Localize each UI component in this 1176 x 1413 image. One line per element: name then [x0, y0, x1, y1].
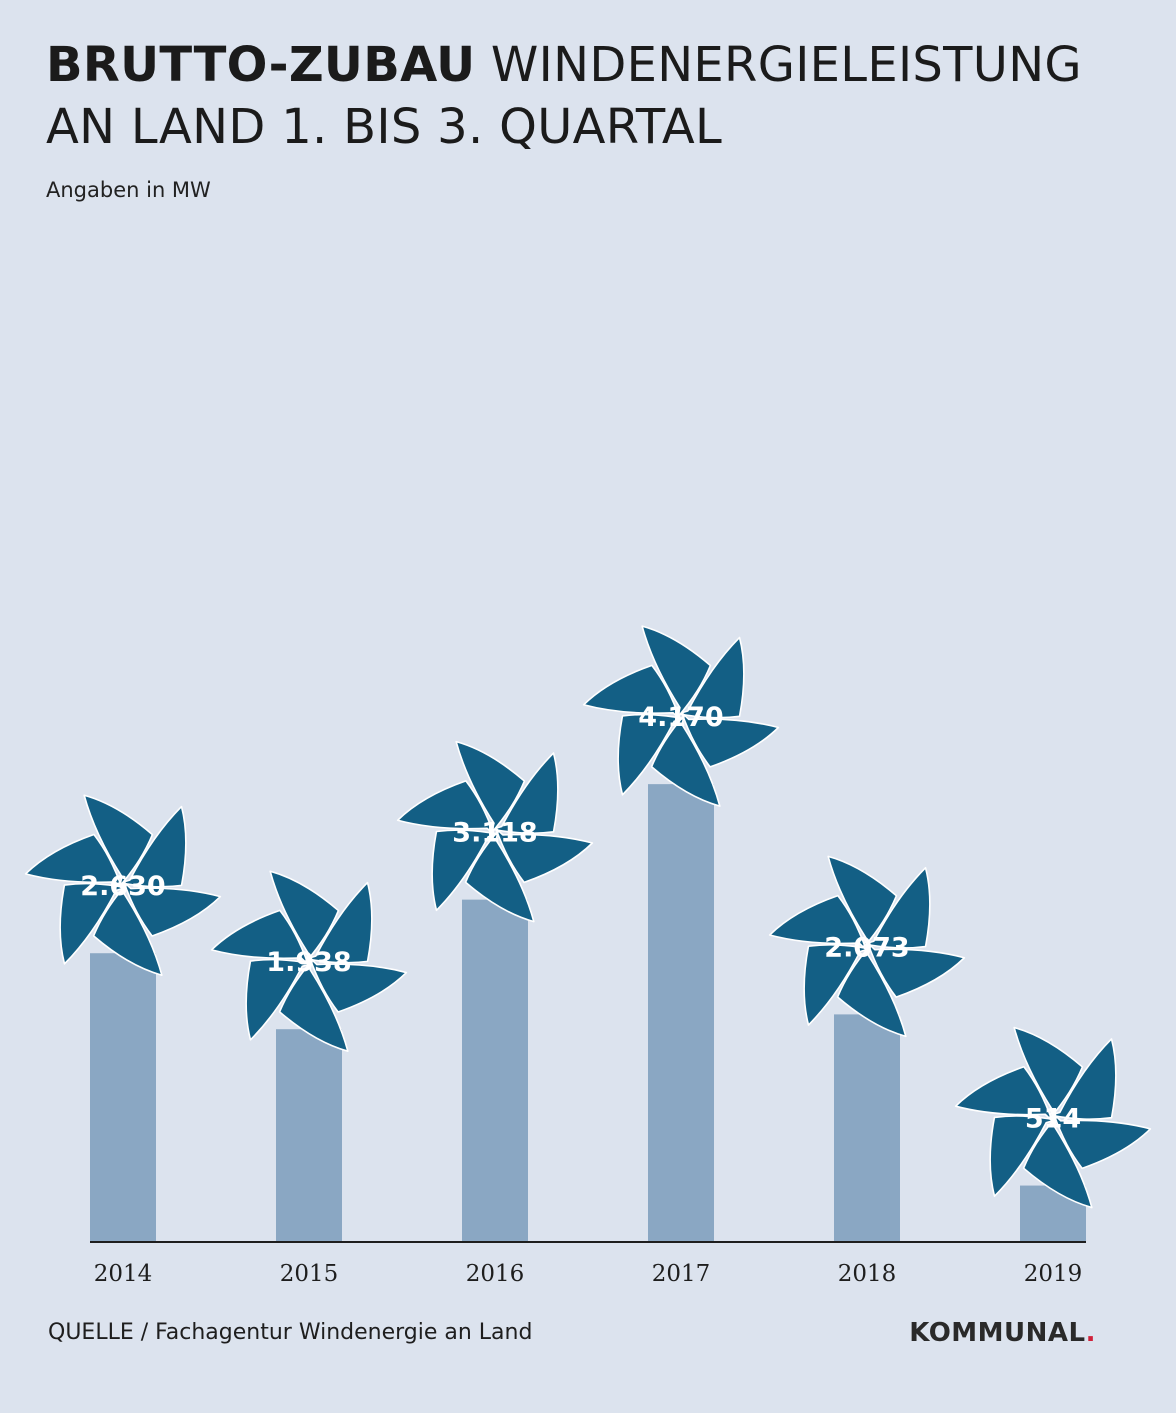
pinwheel-icon: [24, 794, 222, 977]
x-tick-label-2017: 2017: [652, 1261, 711, 1287]
value-label-2019: 514: [1025, 1104, 1081, 1135]
chart-title: BRUTTO-ZUBAU WINDENERGIELEISTUNG AN LAND…: [46, 34, 1156, 158]
value-label-2016: 3.118: [452, 818, 537, 849]
value-label-2017: 4.170: [638, 702, 723, 733]
bars-layer: [90, 784, 1086, 1242]
pinwheel-icon: [582, 625, 780, 807]
bar-2018: [834, 1014, 900, 1242]
bar-2016: [462, 899, 528, 1242]
bar-2014: [90, 953, 156, 1242]
x-tick-label-2014: 2014: [94, 1261, 153, 1287]
x-tick-label-2016: 2016: [466, 1261, 525, 1287]
bar-2017: [648, 784, 714, 1242]
logo-dot: .: [1085, 1318, 1096, 1348]
brand-logo: KOMMUNAL.: [909, 1318, 1096, 1348]
pinwheel-icon: [396, 740, 594, 923]
x-tick-label-2018: 2018: [838, 1261, 897, 1287]
value-label-2014: 2.630: [80, 871, 165, 902]
logo-text: KOMMUNAL: [909, 1318, 1086, 1348]
x-tick-labels: 2014 2015 2016 2017 2018 2019: [94, 1261, 1083, 1287]
title-bold: BRUTTO-ZUBAU: [46, 37, 476, 93]
pinwheels-layer: 2.630 1.938 3.118 4.170 2.073 514: [24, 625, 1152, 1209]
chart-subtitle: Angaben in MW: [46, 178, 211, 202]
pinwheel-icon: [768, 855, 966, 1038]
value-label-2015: 1.938: [266, 947, 351, 978]
pinwheel-icon: [210, 870, 408, 1052]
source-note: QUELLE / Fachagentur Windenergie an Land: [48, 1320, 533, 1345]
bar-chart: 2014 2015 2016 2017 2018 2019 2.630 1.938 3.118…: [24, 625, 1152, 1287]
x-tick-label-2015: 2015: [280, 1261, 339, 1287]
pinwheel-icon: [954, 1026, 1152, 1209]
value-label-2018: 2.073: [824, 932, 909, 963]
x-tick-label-2019: 2019: [1024, 1261, 1083, 1287]
bar-2015: [276, 1029, 342, 1242]
title-rest: WINDENERGIELEISTUNG AN LAND 1. BIS 3. QU…: [46, 37, 1082, 155]
